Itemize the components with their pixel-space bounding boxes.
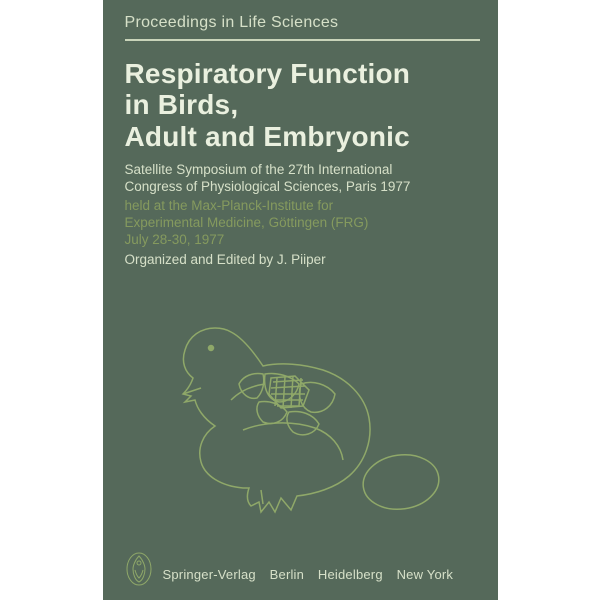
springer-logo-icon [125, 552, 153, 586]
subtitle1-line2: Congress of Physiological Sciences, Pari… [125, 179, 411, 194]
publisher-city-3: New York [397, 567, 454, 582]
series-header: Proceedings in Life Sciences [125, 14, 339, 32]
subtitle2-line3: July 28-30, 1977 [125, 232, 225, 247]
subtitle2-line1: held at the Max-Planck-Institute for [125, 198, 334, 213]
publisher-text: Springer-Verlag Berlin Heidelberg New Yo… [163, 567, 464, 586]
title-line-1: Respiratory Function [125, 58, 411, 89]
publisher-city-2: Heidelberg [318, 567, 383, 582]
subtitle1-line1: Satellite Symposium of the 27th Internat… [125, 162, 393, 177]
editor-credit: Organized and Edited by J. Piiper [125, 252, 326, 267]
publisher-row: Springer-Verlag Berlin Heidelberg New Yo… [125, 552, 480, 586]
publisher-city-1: Berlin [270, 567, 304, 582]
subtitle-symposium: Satellite Symposium of the 27th Internat… [125, 162, 468, 196]
divider-line [125, 39, 480, 41]
title-line-2: in Birds, [125, 89, 239, 120]
duck-illustration [143, 280, 473, 520]
subtitle2-line2: Experimental Medicine, Göttingen (FRG) [125, 215, 369, 230]
subtitle-location: held at the Max-Planck-Institute for Exp… [125, 198, 468, 249]
title-line-3: Adult and Embryonic [125, 121, 410, 152]
book-title: Respiratory Function in Birds, Adult and… [125, 58, 468, 152]
book-cover: Proceedings in Life Sciences Respiratory… [103, 0, 498, 600]
publisher-name: Springer-Verlag [163, 567, 256, 582]
